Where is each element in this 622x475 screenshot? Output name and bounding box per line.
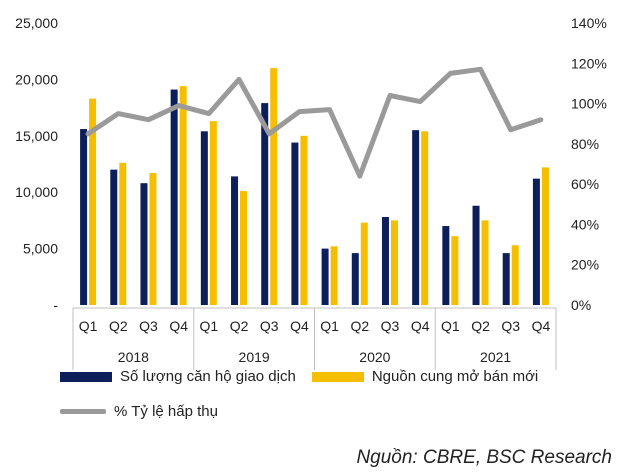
quarter-label: Q2 [471, 318, 490, 334]
bar-units-sold [412, 130, 420, 305]
quarter-label: Q2 [350, 318, 369, 334]
legend-label-new-supply: Nguồn cung mở bán mới [371, 368, 539, 385]
bar-units-sold [472, 205, 480, 305]
bar-new-supply [300, 135, 308, 305]
bar-units-sold [532, 178, 540, 305]
left-tick-label: 5,000 [23, 241, 58, 257]
bar-new-supply [360, 222, 368, 305]
right-tick-label: 60% [571, 176, 599, 192]
right-tick-label: 100% [571, 96, 607, 112]
quarter-label: Q4 [169, 318, 188, 334]
left-tick-label: 25,000 [15, 15, 58, 31]
legend-item-absorption: % Tỷ lệ hấp thụ [60, 403, 218, 420]
right-tick-label: 140% [571, 15, 607, 31]
bar-new-supply [330, 246, 338, 305]
legend-line: % Tỷ lệ hấp thụ [60, 403, 218, 420]
left-tick-label: 10,000 [15, 184, 58, 200]
quarter-label: Q3 [381, 318, 400, 334]
bar-units-sold [140, 183, 148, 305]
right-tick-label: 20% [571, 257, 599, 273]
quarter-label: Q2 [230, 318, 249, 334]
legend-swatch-units-sold [60, 371, 112, 382]
quarter-label: Q4 [290, 318, 309, 334]
bar-new-supply [149, 173, 157, 305]
bar-new-supply [179, 86, 187, 305]
right-tick-label: 0% [571, 297, 591, 313]
quarter-label: Q1 [441, 318, 460, 334]
legend-swatch-new-supply [311, 371, 364, 382]
quarter-label: Q1 [79, 318, 98, 334]
quarter-label: Q4 [532, 318, 551, 334]
quarter-label: Q3 [501, 318, 520, 334]
legend-label-absorption: % Tỷ lệ hấp thụ [114, 403, 218, 420]
bar-new-supply [270, 68, 278, 306]
bar-units-sold [261, 103, 269, 305]
legend-label-units-sold: Số lượng căn hộ giao dịch [120, 368, 296, 385]
bar-units-sold [351, 253, 359, 305]
right-tick-label: 80% [571, 136, 599, 152]
legend: Số lượng căn hộ giao dịch Nguồn cung mở … [60, 368, 538, 385]
legend-item-new-supply: Nguồn cung mở bán mới [311, 368, 539, 385]
bar-new-supply [511, 245, 519, 305]
bar-units-sold [170, 89, 178, 305]
bar-units-sold [291, 142, 299, 305]
bar-new-supply [421, 131, 429, 305]
left-tick-label: 15,000 [15, 128, 58, 144]
right-tick-label: 120% [571, 55, 607, 71]
bar-units-sold [381, 217, 389, 305]
year-label: 2021 [480, 349, 511, 365]
left-tick-label: 20,000 [15, 71, 58, 87]
bar-new-supply [209, 121, 217, 305]
source-note: Nguồn: CBRE, BSC Research [356, 447, 612, 468]
bar-units-sold [110, 169, 118, 305]
bar-new-supply [119, 162, 127, 305]
left-tick-label: - [53, 297, 58, 313]
quarter-label: Q1 [320, 318, 339, 334]
legend-item-units-sold: Số lượng căn hộ giao dịch [60, 368, 296, 385]
right-tick-label: 40% [571, 216, 599, 232]
bar-units-sold [231, 176, 239, 305]
bar-units-sold [442, 226, 450, 305]
legend-swatch-absorption [60, 409, 106, 414]
bar-units-sold [321, 248, 329, 305]
bar-units-sold [502, 253, 510, 305]
year-label: 2020 [359, 349, 390, 365]
quarter-label: Q1 [200, 318, 219, 334]
bar-units-sold [80, 129, 88, 305]
quarter-label: Q2 [109, 318, 128, 334]
bar-new-supply [451, 236, 459, 305]
bar-new-supply [240, 191, 248, 305]
quarter-label: Q4 [411, 318, 430, 334]
bar-new-supply [481, 220, 489, 305]
bar-new-supply [390, 220, 398, 305]
year-label: 2018 [118, 349, 149, 365]
line-absorption [85, 66, 544, 179]
bar-new-supply [89, 98, 97, 306]
quarter-label: Q3 [260, 318, 279, 334]
bar-units-sold [200, 131, 208, 305]
quarter-label: Q3 [139, 318, 158, 334]
bar-new-supply [541, 167, 549, 305]
year-label: 2019 [239, 349, 270, 365]
